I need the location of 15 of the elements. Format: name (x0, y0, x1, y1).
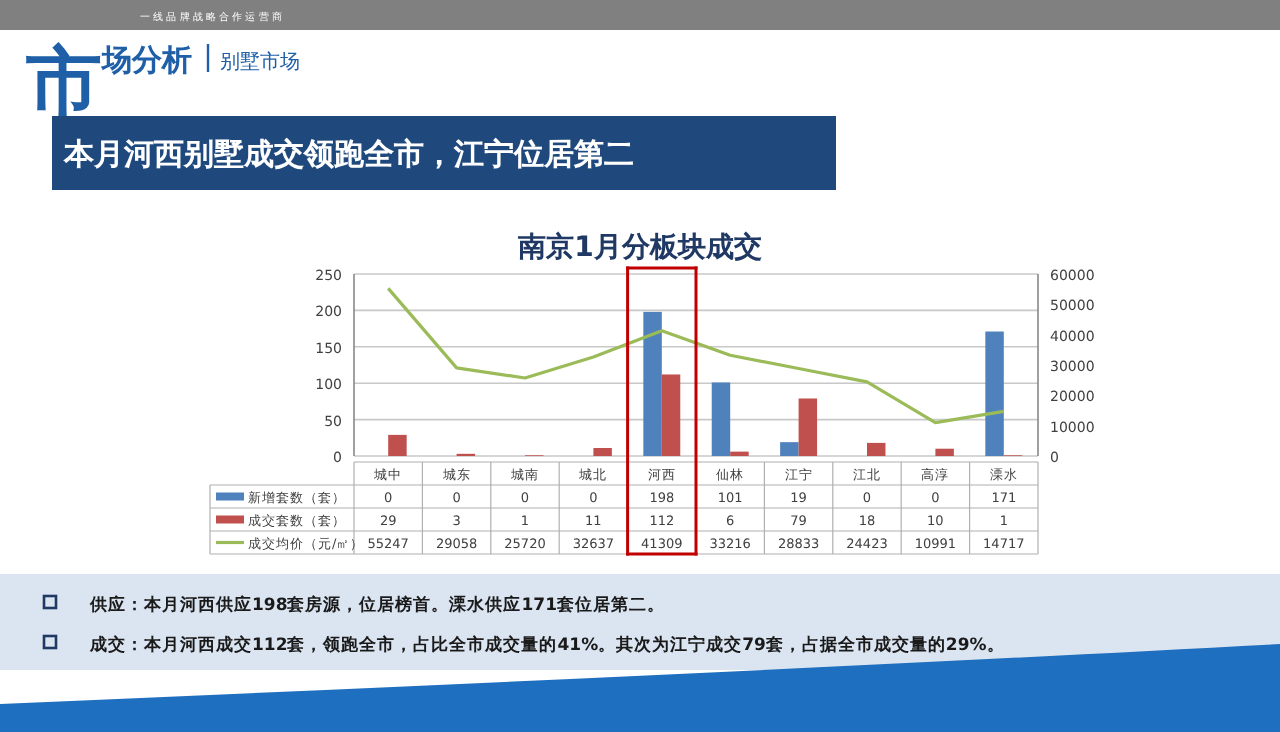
chart-title: 南京1月分板块成交 (516, 230, 762, 264)
bar (643, 311, 662, 456)
bar (661, 374, 681, 456)
bar (798, 398, 818, 456)
text: 别墅市场 (220, 50, 300, 74)
bar (985, 331, 1004, 456)
chart-subtitle: 本月河西别墅成交领跑全市，江宁位居第二 (62, 136, 634, 172)
text: 成交：本月河西成交112套，领跑全市，占比全市成交量的41%。其次为江宁成交79套，占据全市成交量的29%。 (88, 634, 1005, 656)
bar (593, 447, 612, 456)
bar (780, 442, 799, 456)
bar (711, 382, 731, 456)
text: 供应：本月河西供应198套房源，位居榜首。溧水供应171套位居第二。 (88, 594, 665, 616)
bar (388, 434, 407, 456)
bar (935, 448, 954, 456)
bar (867, 442, 886, 456)
